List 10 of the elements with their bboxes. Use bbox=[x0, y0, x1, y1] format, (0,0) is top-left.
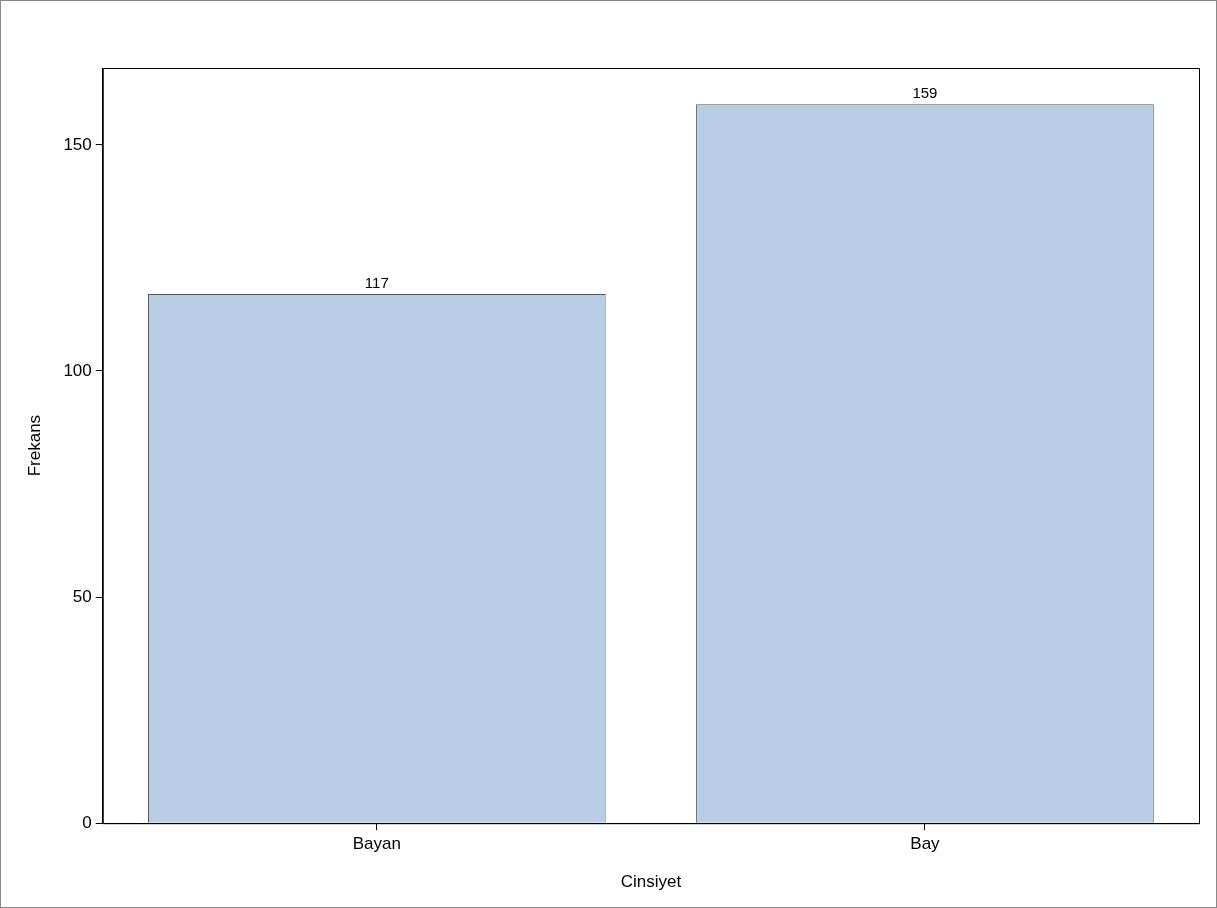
y-axis-title: Frekans bbox=[24, 414, 44, 477]
x-tick-label: Bayan bbox=[352, 834, 401, 854]
y-tick-label: 100 bbox=[63, 360, 92, 380]
data-label: 159 bbox=[912, 83, 938, 101]
x-axis-title: Cinsiyet bbox=[620, 872, 682, 892]
y-tick-label: 50 bbox=[72, 586, 92, 606]
x-tick-label: Bay bbox=[910, 834, 941, 854]
data-label: 117 bbox=[364, 273, 389, 291]
y-tick-label: 150 bbox=[63, 134, 92, 154]
y-tick-label: 0 bbox=[82, 812, 92, 832]
